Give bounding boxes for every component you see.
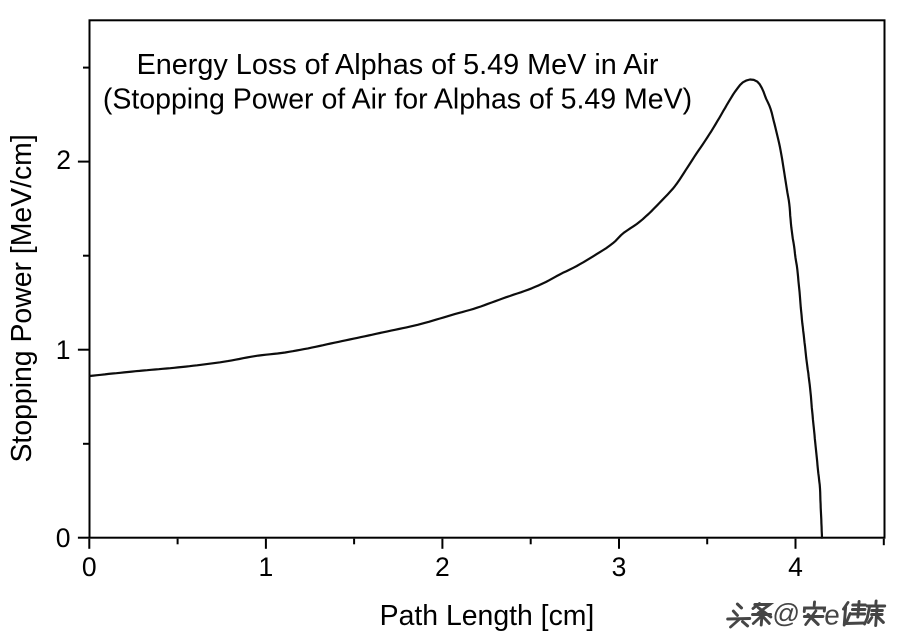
svg-text:@: @ bbox=[771, 599, 801, 629]
svg-text:2: 2 bbox=[56, 145, 71, 175]
svg-text:3: 3 bbox=[612, 552, 627, 582]
svg-text:2: 2 bbox=[435, 552, 450, 582]
svg-text:e: e bbox=[823, 600, 841, 631]
svg-text:4: 4 bbox=[788, 552, 803, 582]
svg-text:0: 0 bbox=[56, 523, 71, 553]
svg-text:(Stopping Power of Air for Alp: (Stopping Power of Air for Alphas of 5.4… bbox=[103, 83, 692, 115]
svg-text:1: 1 bbox=[56, 335, 71, 365]
svg-text:1: 1 bbox=[259, 552, 274, 582]
svg-text:Energy Loss of Alphas of 5.49: Energy Loss of Alphas of 5.49 MeV in Air bbox=[137, 49, 659, 81]
svg-text:Path Length [cm]: Path Length [cm] bbox=[380, 600, 595, 632]
svg-text:0: 0 bbox=[82, 552, 97, 582]
svg-text:Stopping Power [MeV/cm]: Stopping Power [MeV/cm] bbox=[6, 134, 38, 462]
